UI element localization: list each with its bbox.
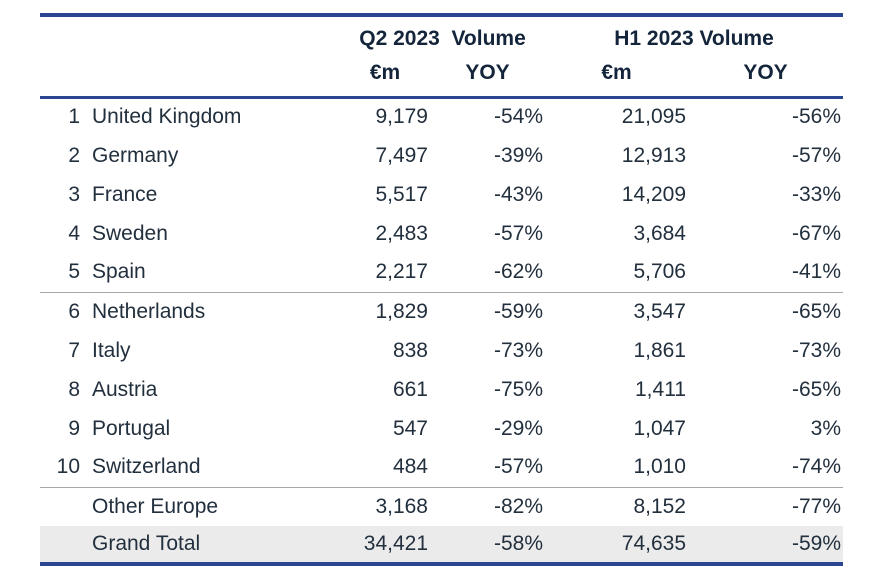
q2-eurm-cell: 838 xyxy=(392,338,428,362)
h1-yoy-cell: -67% xyxy=(791,221,841,245)
q2-yoy-cell: -58% xyxy=(430,526,545,564)
country-cell: Grand Total xyxy=(85,526,340,564)
h1-eurm-cell: 21,095 xyxy=(621,105,686,129)
h1-yoy-cell: -73% xyxy=(791,338,841,362)
q2-eurm-cell: 1,829 xyxy=(375,299,428,323)
volume-table: Q2 2023 Volume H1 2023 Volume €m YOY €m … xyxy=(40,13,843,566)
h1-yoy-cell: -33% xyxy=(791,182,841,206)
q2-eurm-cell: 484 xyxy=(340,448,430,488)
subheader-row: €m YOY €m YOY xyxy=(40,57,843,99)
q2-yoy-cell: -82% xyxy=(493,494,543,518)
q2-yoy-cell: -54% xyxy=(493,105,543,129)
q2-eurm-cell: 3,168 xyxy=(375,494,428,518)
h1-yoy-cell: -74% xyxy=(688,448,843,488)
h1-eurm-cell: 5,706 xyxy=(545,253,688,293)
col-header-h1-eurm: €m xyxy=(545,57,688,99)
blank-subheader-cell xyxy=(40,57,340,99)
h1-eurm-cell: 3,684 xyxy=(633,221,686,245)
q2-eurm-cell: 547 xyxy=(392,416,428,440)
country-cell: Spain xyxy=(85,253,340,293)
rank-cell: 2 xyxy=(68,143,80,167)
q2-eurm-cell: 34,421 xyxy=(340,526,430,564)
q2-eurm-cell: 2,217 xyxy=(340,253,430,293)
country-cell: Portugal xyxy=(92,416,171,440)
q2-yoy-cell: -73% xyxy=(493,338,543,362)
h1-eurm-cell: 3,547 xyxy=(633,299,686,323)
rank-cell xyxy=(40,487,85,526)
table-row-netherlands: 6 Netherlands 1,829 -59% 3,547 -65% xyxy=(40,292,843,331)
q2-yoy-cell: -57% xyxy=(430,448,545,488)
h1-yoy-cell: -57% xyxy=(791,143,841,167)
q2-eurm-cell: 5,517 xyxy=(375,182,428,206)
country-cell: Germany xyxy=(92,143,179,167)
country-cell: United Kingdom xyxy=(92,105,242,129)
col-header-q2-yoy: YOY xyxy=(430,57,545,99)
h1-eurm-cell: 12,913 xyxy=(621,143,686,167)
q2-yoy-cell: -62% xyxy=(430,253,545,293)
rank-cell: 7 xyxy=(68,338,80,362)
country-cell: France xyxy=(92,182,158,206)
h1-yoy-cell: 3% xyxy=(810,416,841,440)
rank-cell: 3 xyxy=(68,182,80,206)
q2-eurm-cell: 2,483 xyxy=(375,221,428,245)
table-row-austria: 8 Austria 661 -75% 1,411 -65% xyxy=(40,370,843,409)
h1-yoy-cell: -77% xyxy=(791,494,841,518)
col-group-h1-2023-volume: H1 2023 Volume xyxy=(614,27,774,50)
q2-yoy-cell: -75% xyxy=(493,377,543,401)
h1-eurm-cell: 1,411 xyxy=(635,377,686,401)
h1-yoy-cell: -65% xyxy=(791,377,841,401)
h1-eurm-cell: 1,047 xyxy=(633,416,686,440)
table-row-switzerland: 10 Switzerland 484 -57% 1,010 -74% xyxy=(40,448,843,488)
country-cell: Italy xyxy=(92,338,131,362)
table-row-grand-total: Grand Total 34,421 -58% 74,635 -59% xyxy=(40,526,843,564)
table-row-germany: 2 Germany 7,497 -39% 12,913 -57% xyxy=(40,136,843,175)
q2-yoy-cell: -39% xyxy=(493,143,543,167)
column-group-header-row: Q2 2023 Volume H1 2023 Volume xyxy=(40,15,843,57)
rank-cell: 5 xyxy=(40,253,85,293)
h1-eurm-cell: 8,152 xyxy=(633,494,686,518)
col-header-q2-eurm: €m xyxy=(340,57,430,99)
q2-yoy-cell: -29% xyxy=(493,416,543,440)
h1-yoy-cell: -59% xyxy=(688,526,843,564)
table-row-france: 3 France 5,517 -43% 14,209 -33% xyxy=(40,175,843,214)
table-row-other-europe: Other Europe 3,168 -82% 8,152 -77% xyxy=(40,487,843,526)
table-row-italy: 7 Italy 838 -73% 1,861 -73% xyxy=(40,331,843,370)
q2-yoy-cell: -43% xyxy=(493,182,543,206)
q2-eurm-cell: 9,179 xyxy=(375,105,428,129)
table-row-sweden: 4 Sweden 2,483 -57% 3,684 -67% xyxy=(40,214,843,253)
country-cell: Netherlands xyxy=(92,299,206,323)
rank-cell: 10 xyxy=(40,448,85,488)
q2-yoy-cell: -59% xyxy=(493,299,543,323)
h1-eurm-cell: 14,209 xyxy=(621,182,686,206)
country-cell: Other Europe xyxy=(92,494,219,518)
table-row-spain: 5 Spain 2,217 -62% 5,706 -41% xyxy=(40,253,843,293)
q2-eurm-cell: 661 xyxy=(392,377,428,401)
h1-yoy-cell: -41% xyxy=(688,253,843,293)
rank-cell: 6 xyxy=(68,299,80,323)
rank-cell: 1 xyxy=(68,105,80,129)
h1-yoy-cell: -56% xyxy=(791,105,841,129)
table-row-portugal: 9 Portugal 547 -29% 1,047 3% xyxy=(40,409,843,448)
table-row-united-kingdom: 1 United Kingdom 9,179 -54% 21,095 -56% xyxy=(40,97,843,136)
country-cell: Austria xyxy=(92,377,158,401)
country-cell: Switzerland xyxy=(85,448,340,488)
blank-header-cell xyxy=(40,15,340,57)
col-header-h1-yoy: YOY xyxy=(688,57,843,99)
rank-cell xyxy=(40,526,85,564)
q2-eurm-cell: 7,497 xyxy=(375,143,428,167)
country-cell: Sweden xyxy=(92,221,168,245)
h1-eurm-cell: 1,861 xyxy=(633,338,686,362)
rank-cell: 4 xyxy=(68,221,80,245)
h1-eurm-cell: 1,010 xyxy=(545,448,688,488)
h1-yoy-cell: -65% xyxy=(791,299,841,323)
col-group-q2-2023-volume: Q2 2023 Volume xyxy=(359,27,526,50)
rank-cell: 8 xyxy=(68,377,80,401)
h1-eurm-cell: 74,635 xyxy=(545,526,688,564)
rank-cell: 9 xyxy=(68,416,80,440)
q2-yoy-cell: -57% xyxy=(493,221,543,245)
